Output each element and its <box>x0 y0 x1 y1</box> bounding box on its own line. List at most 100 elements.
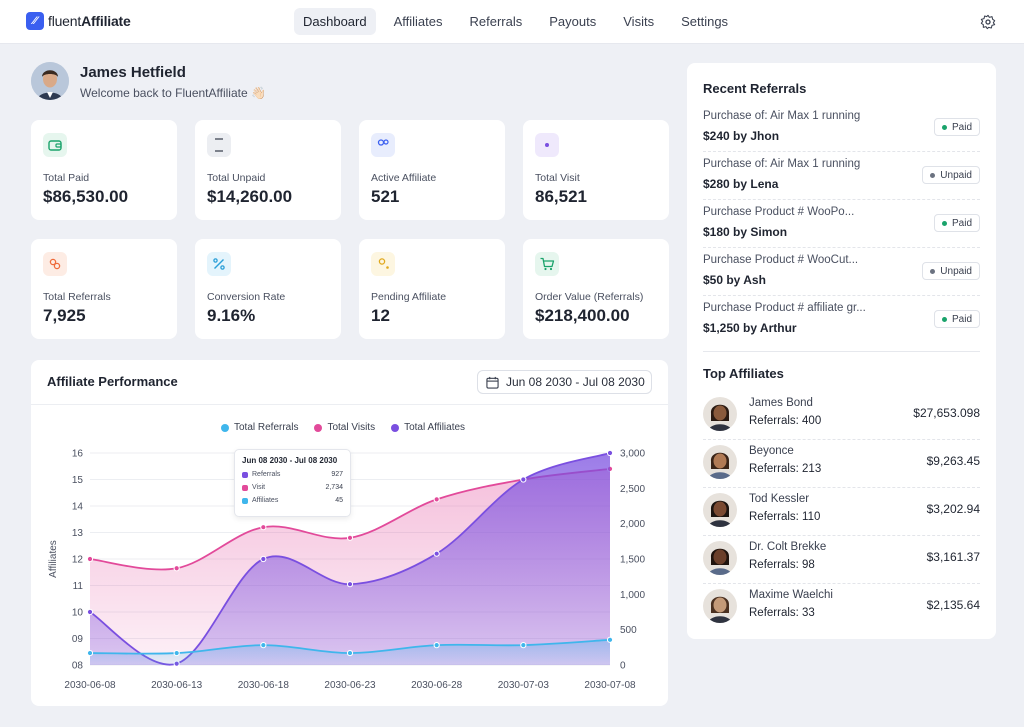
y-axis-label: Affiliates <box>48 540 59 578</box>
nav-visits[interactable]: Visits <box>623 14 655 29</box>
nav-affiliates[interactable]: Affiliates <box>393 14 443 29</box>
stat-card-total-visit[interactable]: Total Visit 86,521 <box>523 120 669 220</box>
percent-icon <box>207 252 231 276</box>
legend-label: Total Visits <box>327 422 376 433</box>
data-point[interactable] <box>346 581 354 588</box>
stat-card-order-value-referrals[interactable]: Order Value (Referrals) $218,400.00 <box>523 239 669 339</box>
y-left-tick-label: 12 <box>72 555 84 566</box>
panel-divider <box>31 404 668 405</box>
data-point[interactable] <box>433 496 440 503</box>
logo-text-bold: Affiliate <box>81 13 131 29</box>
row-divider <box>703 439 980 440</box>
x-tick-label: 2030-06-18 <box>238 680 290 691</box>
nav-dashboard[interactable]: Dashboard <box>294 8 376 35</box>
data-point[interactable] <box>346 649 354 657</box>
y-left-tick-label: 13 <box>72 528 84 539</box>
performance-chart: 08 09 10 11 12 13 14 15 16 0 500 1,000 1,500 2,000 2,5… <box>48 449 645 692</box>
y-left-tick-label: 16 <box>72 449 84 460</box>
date-range-picker[interactable]: Jun 08 2030 - Jul 08 2030 <box>477 370 652 394</box>
referral-amount: $50 by Ash <box>703 273 766 287</box>
affiliate-performance-panel: Affiliate Performance Jun 08 2030 - Jul … <box>31 360 668 706</box>
x-tick-label: 2030-07-03 <box>498 680 550 691</box>
tooltip-label: Affiliates <box>252 497 279 504</box>
data-point[interactable] <box>260 555 267 563</box>
series-area-total-referrals <box>90 639 610 665</box>
stat-card-conversion-rate[interactable]: Conversion Rate 9.16% <box>195 239 341 339</box>
data-point[interactable] <box>86 649 94 657</box>
referral-item[interactable]: Purchase of: Air Max 1 running $280 by Le… <box>703 158 980 206</box>
legend-label: Total Referrals <box>234 422 299 433</box>
stat-value: $14,260.00 <box>207 187 293 206</box>
affiliate-name: Maxime Waelchi <box>749 589 833 601</box>
data-point[interactable] <box>173 565 180 572</box>
data-point[interactable] <box>260 642 267 649</box>
affiliate-item[interactable]: Dr. Colt Brekke Referrals: 98 $3,161.37 <box>703 541 980 589</box>
referral-item[interactable]: Purchase Product # affiliate gr... $1,250… <box>703 302 980 350</box>
affiliate-amount: $9,263.45 <box>926 454 980 468</box>
affiliate-item[interactable]: Maxime Waelchi Referrals: 33 $2,135.64 <box>703 589 980 637</box>
data-point[interactable] <box>433 550 440 557</box>
referral-item[interactable]: Purchase Product # WooPo... $180 by Simon… <box>703 206 980 254</box>
legend-label: Total Affiliates <box>404 422 466 433</box>
nav-payouts[interactable]: Payouts <box>549 14 597 29</box>
referral-item[interactable]: Purchase Product # WooCut... $50 by Ash Un… <box>703 254 980 302</box>
data-point[interactable] <box>86 608 94 616</box>
nav-settings[interactable]: Settings <box>681 14 729 29</box>
row-divider <box>703 151 980 152</box>
data-point[interactable] <box>520 642 527 649</box>
nav-referrals[interactable]: Referrals <box>469 14 523 29</box>
legend-item[interactable]: Total Referrals <box>221 422 298 433</box>
affiliate-referrals: Referrals: 400 <box>749 415 822 427</box>
stat-label: Active Affiliate <box>371 172 437 184</box>
status-dot <box>941 124 947 130</box>
tooltip-row: Affiliates 45 <box>242 497 343 504</box>
stat-card-total-unpaid[interactable]: Total Unpaid $14,260.00 <box>195 120 341 220</box>
y-right-tick-label: 1,000 <box>620 590 645 601</box>
row-divider <box>703 487 980 488</box>
user-pending-icon <box>371 252 395 276</box>
status-dot <box>930 268 936 274</box>
data-point[interactable] <box>606 449 614 457</box>
section-divider <box>703 351 980 352</box>
gear-icon[interactable] <box>980 14 996 30</box>
user-avatar[interactable] <box>31 62 69 100</box>
y-left-tick-label: 11 <box>73 581 84 592</box>
avatar <box>703 589 737 623</box>
status-dot <box>941 316 947 322</box>
stat-card-pending-affiliate[interactable]: Pending Affiliate 12 <box>359 239 505 339</box>
row-divider <box>703 247 980 248</box>
app-logo[interactable]: ⁄⁄ fluentAffiliate <box>26 12 131 30</box>
affiliate-item[interactable]: James Bond Referrals: 400 $27,653.098 <box>703 397 980 445</box>
stat-card-total-referrals[interactable]: Total Referrals 7,925 <box>31 239 177 339</box>
stat-card-active-affiliate[interactable]: Active Affiliate 521 <box>359 120 505 220</box>
legend-item[interactable]: Total Affiliates <box>391 422 465 433</box>
data-point[interactable] <box>260 524 267 531</box>
users-icon <box>371 133 395 157</box>
affiliate-referrals: Referrals: 213 <box>749 463 822 475</box>
stat-value: $86,530.00 <box>43 187 129 206</box>
data-point[interactable] <box>173 649 180 657</box>
affiliate-item[interactable]: Beyonce Referrals: 213 $9,263.45 <box>703 445 980 493</box>
data-point[interactable] <box>520 476 527 483</box>
stat-card-total-paid[interactable]: Total Paid $86,530.00 <box>31 120 177 220</box>
data-point[interactable] <box>346 534 354 541</box>
date-range-text: Jun 08 2030 - Jul 08 2030 <box>506 375 645 389</box>
avatar <box>703 445 737 479</box>
legend-swatch <box>391 423 400 432</box>
status-label: Unpaid <box>940 265 972 277</box>
affiliate-amount: $27,653.098 <box>913 406 980 420</box>
avatar <box>703 493 737 527</box>
affiliate-item[interactable]: Tod Kessler Referrals: 110 $3,202.94 <box>703 493 980 541</box>
stat-label: Total Visit <box>535 172 580 184</box>
legend-item[interactable]: Total Visits <box>314 422 375 433</box>
y-left-tick-label: 10 <box>72 608 84 619</box>
data-point[interactable] <box>86 555 94 563</box>
referral-amount: $280 by Lena <box>703 177 779 191</box>
x-tick-label: 2030-06-28 <box>411 680 463 691</box>
referral-item[interactable]: Purchase of: Air Max 1 running $240 by Jh… <box>703 110 980 158</box>
welcome-message: Welcome back to FluentAffiliate 👋🏻 <box>80 86 266 100</box>
data-point[interactable] <box>433 642 440 649</box>
y-right-tick-label: 3,000 <box>620 449 645 460</box>
data-point[interactable] <box>606 636 614 643</box>
performance-title: Affiliate Performance <box>47 374 178 389</box>
